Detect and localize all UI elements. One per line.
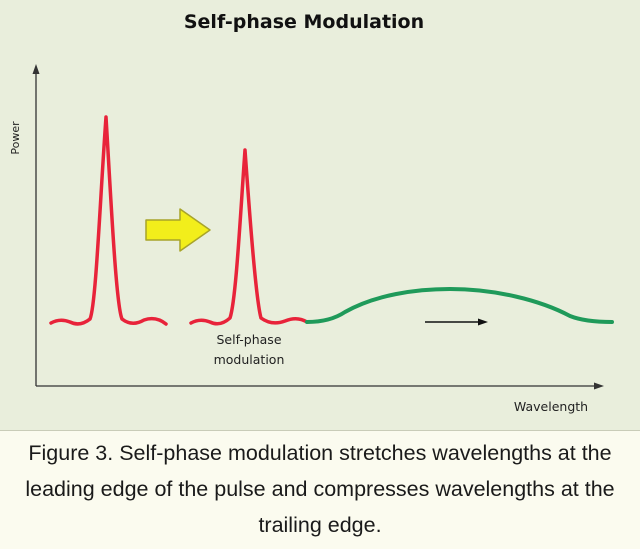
- x-axis-label: Wavelength: [514, 399, 588, 414]
- diagram-title: Self-phase Modulation: [184, 11, 424, 33]
- transition-arrow-icon: [145, 208, 211, 252]
- x-axis-arrowhead: [594, 382, 604, 390]
- broadened-spectrum-curve: [305, 286, 614, 324]
- direction-arrowhead-icon: [478, 318, 488, 326]
- y-axis-label: Power: [9, 121, 22, 155]
- original-pulse: [49, 115, 168, 326]
- annotation-line-1: Self-phase: [216, 332, 281, 347]
- diagram: Self-phase Modulation Power Wavelength S…: [9, 11, 614, 414]
- annotation-line-2: modulation: [214, 352, 285, 367]
- y-axis-arrowhead: [32, 64, 40, 74]
- modulated-pulse: [189, 148, 309, 326]
- figure-caption: Figure 3. Self-phase modulation stretche…: [0, 430, 640, 549]
